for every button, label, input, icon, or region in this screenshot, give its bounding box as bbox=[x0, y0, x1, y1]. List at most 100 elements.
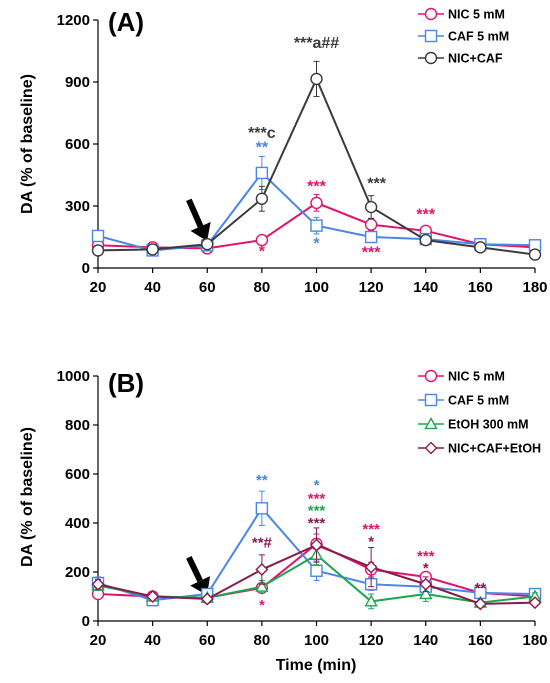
panel-a-significance-mark: ** bbox=[256, 139, 269, 156]
panel-b-x-tick-label: 100 bbox=[304, 632, 329, 649]
panel-a-injection-arrowhead bbox=[190, 222, 211, 242]
panel-b-legend-label: NIC+CAF+EtOH bbox=[448, 442, 541, 456]
panel-a-plot: 0 300 600 900 1200 20 40 60 80 100 120 140 160 180 NIC… bbox=[57, 8, 548, 297]
panel-b: (B) DA (% of baseline) Time (min) 0 200 40… bbox=[19, 368, 548, 674]
panel-a-y-tick-label: 300 bbox=[65, 198, 90, 215]
panel-b-y-axis-label: DA (% of baseline) bbox=[19, 427, 36, 567]
panel-a-x-tick-label: 20 bbox=[90, 279, 107, 296]
panel-b-x-tick-label: 140 bbox=[413, 632, 438, 649]
panel-a: (A) DA (% of baseline) 0 300 600 900 1200 20 4… bbox=[19, 7, 548, 296]
panel-b-series-etoh-300-mm-point bbox=[419, 587, 433, 600]
panel-a-series-caf-5-mm-point bbox=[364, 230, 378, 244]
panel-a-legend-marker bbox=[424, 29, 438, 43]
panel-b-plot: 0 200 400 600 800 1000 20 40 60 80 100 120 140 160 180… bbox=[57, 368, 548, 649]
panel-a-series-nic-caf-point bbox=[201, 238, 214, 251]
panel-b-y-tick-label: 800 bbox=[65, 417, 90, 434]
panel-b-label: (B) bbox=[108, 368, 144, 398]
panel-a-label: (A) bbox=[108, 7, 144, 37]
panel-b-legend-label: CAF 5 mM bbox=[448, 394, 509, 408]
panel-b-series-nic-caf-etoh bbox=[91, 527, 542, 611]
panel-a-y-tick-label: 600 bbox=[65, 136, 90, 153]
panel-a-x-tick-label: 180 bbox=[522, 279, 547, 296]
panel-a-series-nic-caf-point bbox=[91, 244, 105, 257]
panel-b-y-tick-label: 1000 bbox=[57, 368, 90, 385]
panel-b-significance-mark: *** bbox=[417, 548, 435, 565]
panel-b-series-nic-caf-etoh-point bbox=[310, 538, 323, 552]
panel-a-series-nic-5-mm-point bbox=[364, 218, 378, 231]
panel-b-x-tick-label: 80 bbox=[254, 632, 271, 649]
panel-a-series-nic-caf bbox=[91, 60, 542, 261]
panel-b-significance-mark: *** bbox=[308, 503, 326, 520]
panel-a-x-tick-label: 160 bbox=[468, 279, 493, 296]
panel-a-x-tick-label: 120 bbox=[359, 279, 384, 296]
panel-a-x-tick-label: 100 bbox=[304, 279, 329, 296]
panel-b-x-tick-label: 40 bbox=[144, 632, 161, 649]
panel-a-series-caf-5-mm-point bbox=[91, 229, 105, 243]
panel-b-series-nic-caf-etoh-point bbox=[200, 592, 214, 606]
panel-a-series-caf-5-mm-point bbox=[255, 166, 269, 180]
panel-a-series-nic-caf-point bbox=[474, 241, 487, 254]
panel-b-series-nic-caf-etoh-point bbox=[419, 577, 433, 591]
panel-b-legend-marker bbox=[424, 369, 438, 383]
panel-a-series-nic-caf-point bbox=[364, 200, 378, 214]
panel-a-series-nic-caf-point bbox=[146, 243, 159, 256]
panel-b-legend: NIC 5 mM CAF 5 mM EtOH 300 mM NIC+CAF+EtOH bbox=[418, 370, 541, 456]
panel-a-legend-label: NIC 5 mM bbox=[448, 8, 505, 22]
panel-b-legend-marker bbox=[424, 393, 438, 407]
panel-b-significance-mark: * bbox=[259, 597, 265, 614]
panel-b-significance-mark: * bbox=[423, 560, 429, 577]
panel-a-series-nic-5-mm-point bbox=[310, 196, 323, 210]
panel-a-series-nic-caf-point bbox=[419, 233, 432, 247]
panel-b-y-tick-label: 200 bbox=[65, 564, 90, 581]
panel-a-series-caf-5-mm-point bbox=[310, 219, 323, 232]
panel-b-series-nic-caf-etoh-point bbox=[364, 560, 378, 574]
panel-a-legend-marker bbox=[424, 7, 438, 21]
panel-b-series-nic-caf-etoh-point bbox=[473, 597, 487, 611]
panel-b-significance-mark: ** bbox=[475, 580, 487, 597]
panel-a-legend-label: CAF 5 mM bbox=[448, 30, 509, 44]
panel-a-y-tick-label: 0 bbox=[82, 260, 90, 277]
panel-b-legend-label: EtOH 300 mM bbox=[448, 418, 529, 432]
panel-b-series-etoh-300-mm-point bbox=[255, 579, 269, 592]
panel-a-series-nic-caf-point bbox=[528, 248, 542, 261]
panel-b-x-tick-label: 180 bbox=[522, 632, 547, 649]
panel-b-significance-mark: ** bbox=[256, 472, 268, 489]
panel-b-significance-mark: **# bbox=[252, 535, 273, 552]
panel-a-y-axis-label: DA (% of baseline) bbox=[19, 74, 36, 214]
panel-b-significance-mark: *** bbox=[308, 515, 326, 532]
panel-b-series-nic-caf-etoh-point bbox=[146, 590, 160, 603]
panel-b-series-etoh-300-mm-point bbox=[364, 594, 378, 607]
panel-a-significance-mark: * bbox=[259, 244, 266, 261]
panel-a-significance-mark: *** bbox=[416, 206, 435, 223]
panel-a-x-tick-label: 60 bbox=[199, 279, 216, 296]
panel-b-significance-mark: *** bbox=[308, 490, 326, 507]
panel-b-x-tick-label: 160 bbox=[468, 632, 493, 649]
panel-a-series-nic-caf-point bbox=[310, 72, 323, 86]
panel-b-x-tick-label: 60 bbox=[199, 632, 216, 649]
panel-b-series-caf-5-mm-point bbox=[310, 564, 323, 577]
panel-a-x-tick-label: 140 bbox=[413, 279, 438, 296]
panel-a-y-tick-label: 900 bbox=[65, 74, 90, 91]
panel-b-significance-mark: * bbox=[314, 477, 320, 494]
panel-a-significance-mark: *** bbox=[307, 179, 326, 196]
panel-a-series-nic-5-mm-point bbox=[255, 233, 269, 247]
panel-b-x-tick-label: 120 bbox=[359, 632, 384, 649]
panel-b-y-tick-label: 400 bbox=[65, 515, 90, 532]
panel-a-y-tick-label: 1200 bbox=[57, 12, 90, 29]
panel-b-significance-mark: * bbox=[368, 533, 374, 550]
panel-b-series-nic-caf-etoh-point bbox=[528, 596, 542, 610]
panel-b-series-nic-caf-etoh-point bbox=[255, 563, 269, 577]
panel-b-y-tick-label: 600 bbox=[65, 466, 90, 483]
panel-b-significance-mark: *** bbox=[362, 521, 380, 538]
panel-b-y-tick-label: 0 bbox=[82, 613, 90, 630]
panel-b-injection-arrow bbox=[186, 556, 203, 583]
panel-b-series-caf-5-mm-point bbox=[255, 502, 269, 515]
panel-b-legend-label: NIC 5 mM bbox=[448, 370, 505, 384]
panel-b-series-nic-caf-etoh-point bbox=[91, 577, 105, 591]
panel-b-x-axis-label: Time (min) bbox=[276, 657, 357, 674]
panel-a-x-tick-label: 40 bbox=[144, 279, 161, 296]
panel-a-series-nic-caf-point bbox=[255, 192, 269, 205]
panel-a-significance-mark: ***a## bbox=[294, 35, 339, 52]
panel-a-significance-mark: *** bbox=[367, 175, 386, 192]
panel-b-x-tick-label: 20 bbox=[90, 632, 107, 649]
